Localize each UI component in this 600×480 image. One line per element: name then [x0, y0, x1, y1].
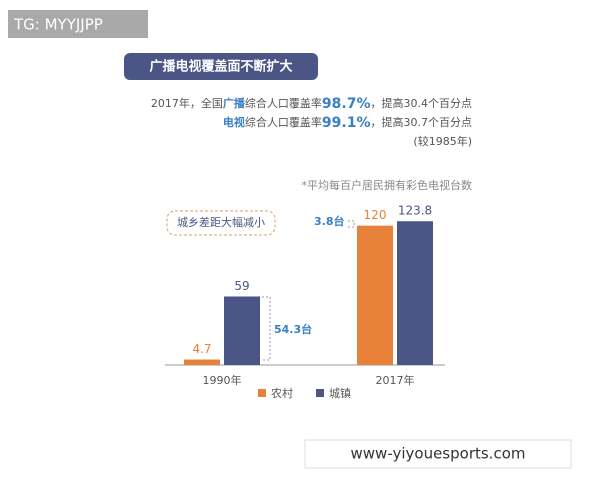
- x-tick-label: 1990年: [203, 373, 242, 387]
- legend-swatch: [258, 389, 266, 397]
- gap-bracket: [262, 296, 271, 361]
- subtitle: *平均每百户居民拥有彩色电视台数: [302, 178, 473, 192]
- summary-line: (较1985年): [413, 134, 472, 148]
- badge: TG: MYYJJPP: [13, 16, 103, 34]
- summary-line: 2017年，全国广播综合人口覆盖率98.7%，提高30.4个百分点: [151, 96, 472, 112]
- gap-bracket: [348, 220, 355, 228]
- summary-highlight: 98.7%: [322, 96, 371, 112]
- bar: [224, 296, 260, 365]
- annotation: 城乡差距大幅减小: [177, 215, 265, 229]
- chart-title: 广播电视覆盖面不断扩大: [149, 59, 292, 75]
- summary-text: 综合人口覆盖率: [245, 115, 322, 129]
- annotation-box: [166, 210, 276, 236]
- footer: www-yiyouesports.com: [351, 445, 526, 463]
- gap-label: 54.3台: [274, 322, 312, 336]
- title-box: [124, 53, 318, 80]
- bar: [357, 225, 393, 365]
- value-label: 120: [364, 208, 387, 222]
- value-label: 123.8: [398, 204, 432, 218]
- bar: [184, 359, 220, 365]
- summary-line: 电视综合人口覆盖率99.1%，提高30.7个百分点: [223, 115, 472, 131]
- summary-highlight: 电视: [223, 115, 245, 129]
- summary-highlight: 99.1%: [322, 115, 371, 131]
- legend-swatch: [316, 389, 324, 397]
- summary-highlight: 广播: [223, 96, 246, 110]
- bar: [397, 221, 433, 365]
- summary-text: 2017年，全国: [151, 96, 223, 110]
- gap-label: 3.8台: [314, 214, 345, 228]
- summary-text: ，提高30.4个百分点: [371, 96, 473, 110]
- footer-box: [304, 439, 572, 469]
- value-label: 4.7: [192, 342, 211, 356]
- x-tick-label: 2017年: [376, 373, 415, 387]
- value-label: 59: [234, 279, 249, 293]
- legend-label: 城镇: [329, 386, 351, 400]
- badge-box: [8, 10, 148, 38]
- summary-text: ，提高30.7个百分点: [371, 115, 473, 129]
- summary-text: 综合人口覆盖率: [245, 96, 322, 110]
- legend-label: 农村: [271, 386, 293, 400]
